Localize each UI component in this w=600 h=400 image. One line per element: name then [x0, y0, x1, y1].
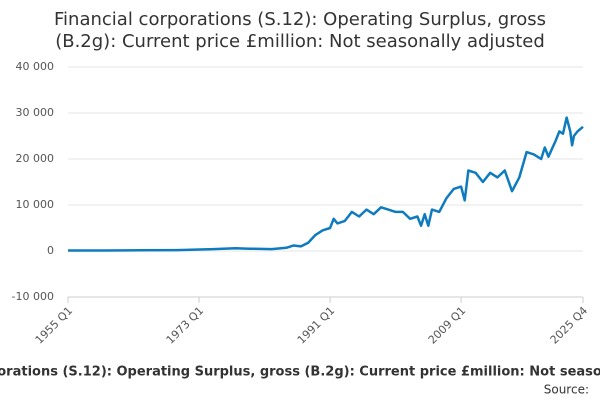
y-tick-label: 40 000 — [16, 60, 55, 73]
x-tick-label: 1991 Q1 — [295, 304, 338, 347]
x-tick-label: 2009 Q1 — [426, 304, 469, 347]
y-tick-label: 20 000 — [16, 152, 55, 165]
y-tick-label: 0 — [47, 244, 54, 257]
x-tick-label: 1973 Q1 — [164, 304, 207, 347]
chart-title: (B.2g): Current price £million: Not seas… — [55, 31, 545, 52]
x-tick-label: 2025 Q4 — [548, 304, 591, 347]
source: Source: — [544, 383, 589, 397]
y-tick-label: 30 000 — [16, 106, 55, 119]
x-tick-label: 1955 Q1 — [33, 304, 76, 347]
chart-title: Financial corporations (S.12): Operating… — [54, 9, 546, 30]
data-line — [67, 116, 584, 252]
y-tick-label: 10 000 — [16, 198, 55, 211]
footer-title: Financial corporations (S.12): Operating… — [0, 365, 600, 380]
y-tick-label: -10 000 — [12, 290, 54, 303]
